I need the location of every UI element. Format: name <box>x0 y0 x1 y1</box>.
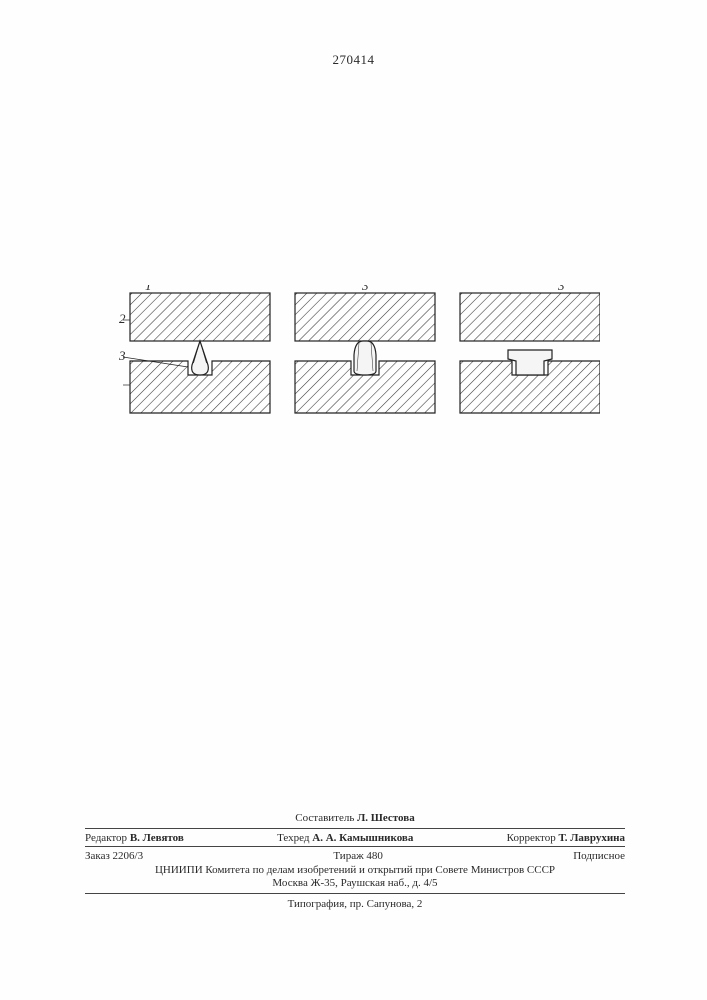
divider-3 <box>85 893 625 894</box>
tech-editor-cell: Техред А. А. Камышникова <box>277 832 413 844</box>
subscription: Подписное <box>573 850 625 862</box>
compiler-label: Составитель <box>295 812 354 824</box>
panel-1-index: 1 <box>145 285 152 293</box>
org-line-2: Москва Ж-35, Раушская наб., д. 4/5 <box>85 877 625 891</box>
page-number: 270414 <box>0 52 707 68</box>
print-run: Тираж 480 <box>333 850 383 862</box>
compiler-name: Л. Шестова <box>357 812 415 824</box>
editors-row: Редактор В. Левятов Техред А. А. Камышни… <box>85 832 625 844</box>
panel-1-label-2: 2 <box>119 311 126 326</box>
credits-block: Составитель Л. Шестова Редактор В. Левят… <box>85 812 625 911</box>
print-row: Заказ 2206/3 Тираж 480 Подписное <box>85 850 625 862</box>
panel-1-label-3: 3 <box>118 348 126 363</box>
printer-line: Типография, пр. Сапунова, 2 <box>85 898 625 910</box>
compiler-line: Составитель Л. Шестова <box>85 812 625 824</box>
panel-3-index: 3 <box>557 285 565 293</box>
org-line-1: ЦНИИПИ Комитета по делам изобретений и о… <box>85 864 625 878</box>
corrector-cell: Корректор Т. Лаврухина <box>507 832 625 844</box>
editor-cell: Редактор В. Левятов <box>85 832 184 844</box>
panel-2-index: 3 <box>361 285 369 293</box>
divider-1 <box>85 828 625 829</box>
page: 270414 1 <box>0 0 707 1000</box>
divider-2 <box>85 846 625 847</box>
org-lines: ЦНИИПИ Комитета по делам изобретений и о… <box>85 864 625 892</box>
order-number: Заказ 2206/3 <box>85 850 143 862</box>
technical-figure: 1 2 3 3 <box>110 285 600 425</box>
